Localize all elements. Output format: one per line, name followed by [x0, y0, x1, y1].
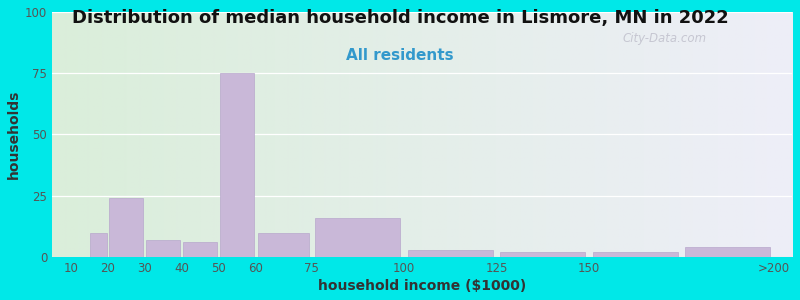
Bar [407, 250, 493, 257]
Bar [146, 240, 180, 257]
Bar [315, 218, 400, 257]
Bar [220, 73, 254, 257]
Bar [593, 252, 678, 257]
Bar [90, 232, 107, 257]
Bar [685, 247, 770, 257]
Text: City-Data.com: City-Data.com [622, 32, 706, 45]
Y-axis label: households: households [7, 90, 21, 179]
Bar [110, 198, 143, 257]
Text: Distribution of median household income in Lismore, MN in 2022: Distribution of median household income … [72, 9, 728, 27]
X-axis label: household income ($1000): household income ($1000) [318, 279, 526, 293]
Text: All residents: All residents [346, 48, 454, 63]
Bar [183, 242, 218, 257]
Bar [500, 252, 586, 257]
Bar [258, 232, 309, 257]
